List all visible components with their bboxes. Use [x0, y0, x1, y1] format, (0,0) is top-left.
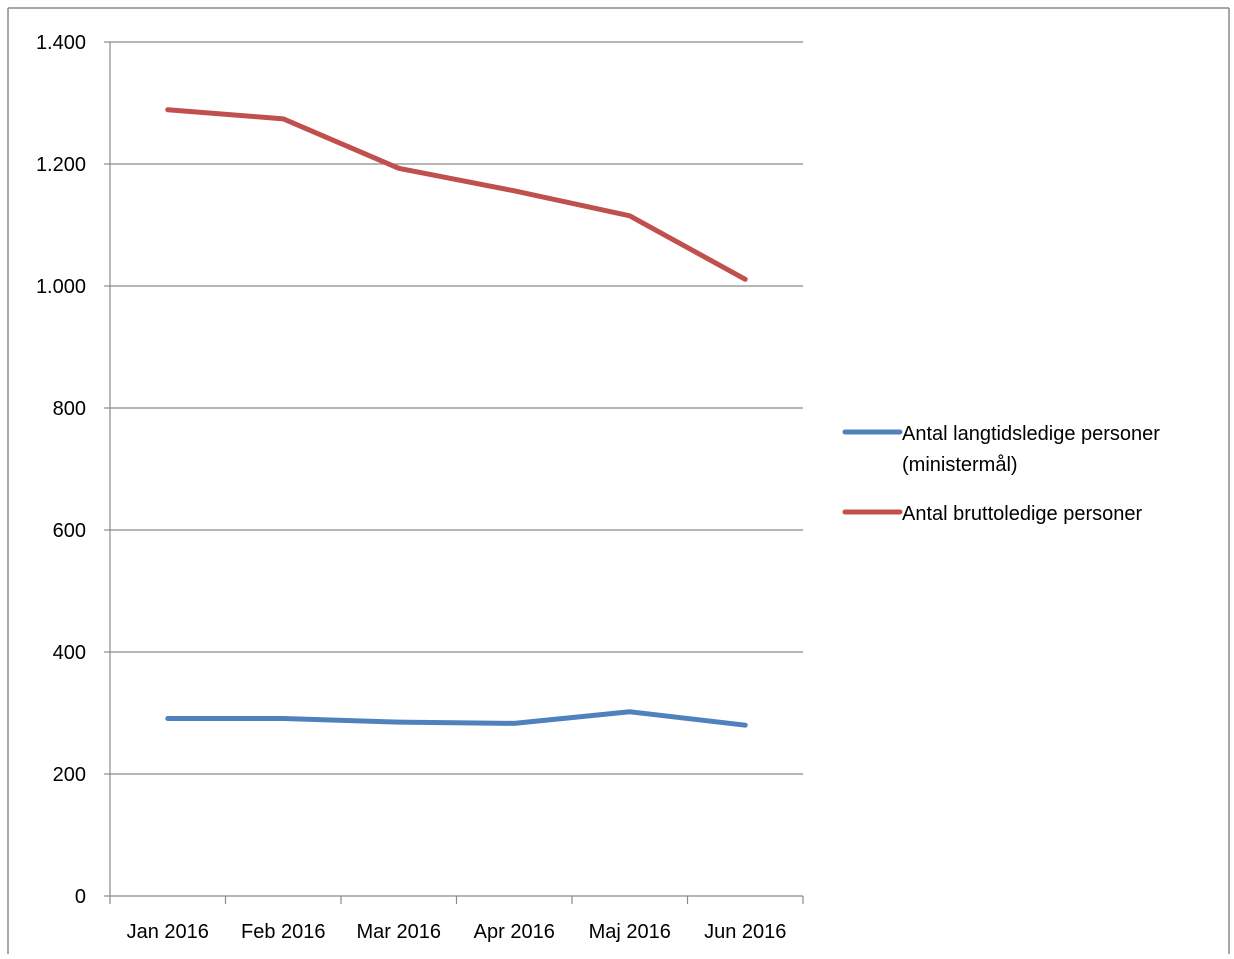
y-tick-label: 1.400 — [36, 32, 86, 54]
y-tick-label: 1.000 — [36, 276, 86, 298]
y-tick-label: 600 — [53, 520, 86, 542]
legend-label-2: Antal bruttoledige personer — [902, 503, 1142, 525]
x-tick-label: Jun 2016 — [704, 921, 786, 943]
axes: 0 200 400 600 800 1.000 1.200 1.400 Jan 2016 Feb … — [36, 32, 804, 943]
legend-label-1: (ministermål) — [902, 454, 1018, 476]
x-tick-label: Maj 2016 — [589, 921, 671, 943]
legend-label-1: Antal langtidsledige personer — [902, 423, 1160, 445]
y-tick-label: 400 — [53, 642, 86, 664]
y-tick-label: 800 — [53, 398, 86, 420]
legend: Antal langtidsledige personer (ministermå… — [842, 423, 1160, 525]
x-tick-label: Feb 2016 — [241, 921, 326, 943]
series-line-1 — [165, 709, 748, 728]
y-tick-label: 1.200 — [36, 154, 86, 176]
gridlines — [110, 41, 803, 775]
series-line-2 — [165, 107, 748, 282]
y-tick-label: 200 — [53, 764, 86, 786]
series-lines — [165, 107, 748, 728]
x-tick-label: Apr 2016 — [474, 921, 555, 943]
x-tick-label: Jan 2016 — [127, 921, 209, 943]
y-tick-label: 0 — [75, 886, 86, 908]
x-tick-label: Mar 2016 — [357, 921, 442, 943]
